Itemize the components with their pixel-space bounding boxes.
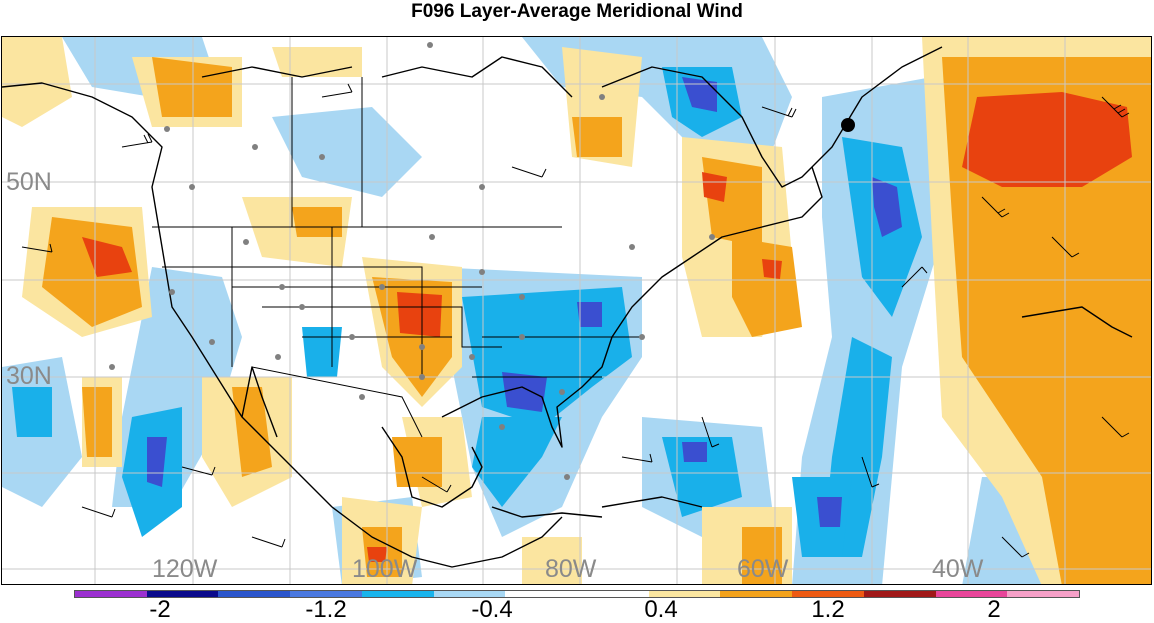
colorbar-tick-neg2: -2 <box>149 596 171 623</box>
colorbar-segment <box>648 591 721 597</box>
map-panel: 50N 30N 120W 100W 80W 60W 40W <box>1 36 1152 585</box>
graticule <box>2 37 1151 584</box>
colorbar-segment <box>505 591 578 597</box>
lon-label-60w: 60W <box>737 555 789 583</box>
colorbar-tick-1-2: 1.2 <box>811 596 845 623</box>
political-borders <box>152 77 642 438</box>
colorbar-segment <box>792 591 864 597</box>
colorbar-segment <box>935 591 1008 597</box>
colorbar-segment <box>433 591 506 597</box>
lat-label-30n: 30N <box>6 362 52 390</box>
colorbar-segment <box>290 591 362 597</box>
colorbar-segment <box>218 591 291 597</box>
lon-label-80w: 80W <box>545 555 597 583</box>
colorbar-tick-2: 2 <box>987 596 1001 623</box>
strong-positive-regions <box>82 92 1132 562</box>
wind-map <box>2 37 1151 584</box>
colorbar-segment <box>1007 591 1080 597</box>
strong-negative-regions <box>147 77 902 527</box>
lon-label-100w: 100W <box>352 555 418 583</box>
colorbar <box>74 590 1080 598</box>
chart-title: F096 Layer-Average Meridional Wind <box>411 1 743 22</box>
colorbar-segment <box>577 591 649 597</box>
colorbar-segment <box>863 591 936 597</box>
lat-label-50n: 50N <box>6 168 52 196</box>
colorbar-segment <box>146 591 219 597</box>
wind-barbs <box>21 83 1130 558</box>
colorbar-tick-neg0-4: -0.4 <box>471 596 513 623</box>
lon-label-120w: 120W <box>152 555 218 583</box>
large-marker <box>841 118 855 132</box>
station-markers <box>109 42 715 480</box>
colorbar-tick-0-4: 0.4 <box>644 596 678 623</box>
coastlines <box>2 46 1133 568</box>
colorbar-segment <box>361 591 434 597</box>
colorbar-segment <box>720 591 793 597</box>
colorbar-segment <box>75 591 147 597</box>
lon-label-40w: 40W <box>932 555 984 583</box>
colorbar-tick-neg1-2: -1.2 <box>305 596 347 623</box>
